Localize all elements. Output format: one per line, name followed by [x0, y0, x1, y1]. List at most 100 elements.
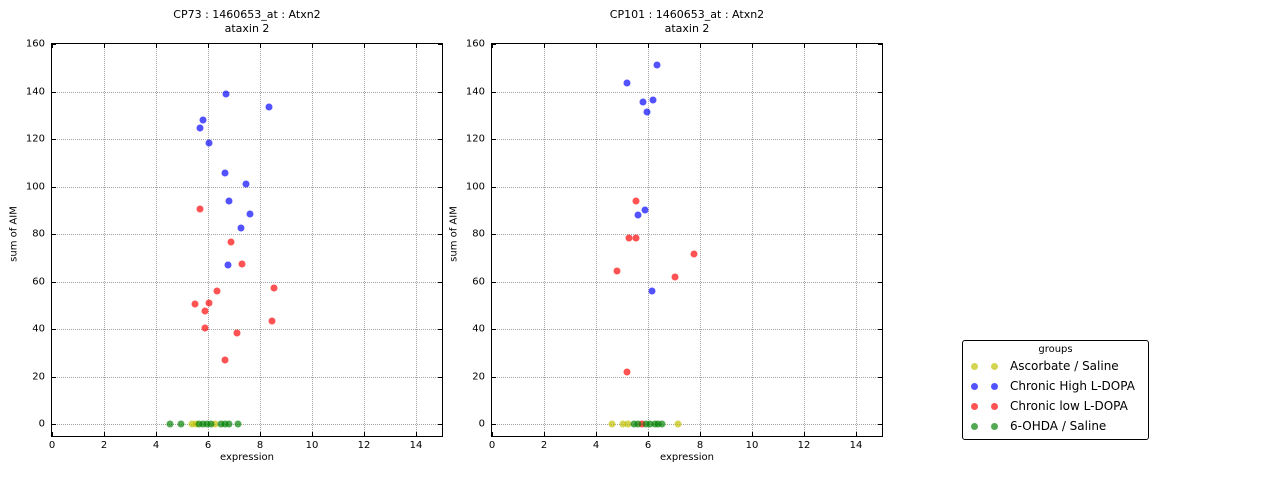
x-tick-mark [856, 432, 857, 436]
legend-entry: Chronic High L-DOPA [963, 376, 1148, 396]
x-tick-mark [364, 44, 365, 48]
plot2-title-line2: ataxin 2 [664, 22, 710, 35]
x-tick-label: 2 [100, 440, 108, 451]
y-tick-mark [492, 91, 496, 93]
x-tick-mark [260, 432, 261, 436]
gridline-vertical [156, 44, 157, 434]
y-tick-mark [878, 186, 882, 188]
data-point [653, 61, 661, 69]
x-tick-mark [752, 432, 753, 436]
plot1-y-axis-label: sum of AIM [8, 206, 20, 262]
legend-entry-label: 6-OHDA / Saline [1010, 419, 1107, 433]
data-point [166, 420, 174, 428]
data-point [641, 206, 649, 214]
x-tick-mark [804, 432, 805, 436]
data-point [196, 205, 204, 213]
y-tick-mark [878, 281, 882, 283]
data-point [221, 169, 229, 177]
x-tick-mark [104, 432, 105, 436]
gridline-horizontal [52, 234, 440, 236]
y-tick-label: 40 [32, 323, 45, 335]
gridline-vertical [260, 44, 261, 434]
data-point [658, 420, 666, 428]
y-tick-label: 100 [25, 181, 45, 193]
data-point [221, 420, 229, 428]
data-point [619, 420, 627, 428]
gridline-vertical [104, 44, 105, 434]
legend-entry-label: Chronic High L-DOPA [1010, 379, 1135, 393]
data-point [674, 420, 682, 428]
y-tick-mark [492, 281, 496, 283]
gridline-vertical [648, 44, 649, 434]
gridline-vertical [700, 44, 701, 434]
data-point [233, 329, 241, 337]
y-tick-mark [878, 424, 882, 426]
x-tick-mark [596, 432, 597, 436]
x-tick-label: 12 [797, 440, 811, 451]
x-tick-mark [856, 44, 857, 48]
x-tick-mark [208, 432, 209, 436]
data-point [211, 420, 218, 428]
gridline-vertical [804, 44, 805, 434]
y-tick-mark [52, 281, 56, 283]
gridline-horizontal [52, 91, 440, 93]
plot2-y-axis-label: sum of AIM [448, 206, 460, 262]
x-tick-label: 12 [357, 440, 371, 451]
x-tick-mark [544, 432, 545, 436]
y-tick-mark [438, 424, 442, 426]
data-point [632, 234, 640, 242]
data-point [630, 420, 638, 428]
data-point [177, 420, 185, 428]
gridline-horizontal [52, 281, 440, 283]
legend-entry: Ascorbate / Saline [963, 356, 1148, 376]
y-tick-label: 40 [472, 323, 485, 335]
x-tick-mark [416, 432, 417, 436]
y-tick-label: 80 [472, 228, 485, 240]
x-tick-mark [492, 432, 493, 436]
plot2-title-line1: CP101 : 1460653_at : Atxn2 [609, 8, 765, 21]
x-tick-mark [492, 44, 493, 48]
legend-marker-dot [991, 382, 998, 390]
x-tick-label: 6 [204, 440, 212, 451]
data-point [642, 420, 650, 428]
gridline-vertical [856, 44, 857, 434]
x-tick-label: 14 [409, 440, 423, 451]
data-point [648, 287, 656, 295]
data-point [634, 420, 642, 428]
gridline-horizontal [492, 186, 880, 188]
gridline-horizontal [52, 376, 440, 378]
x-tick-mark [52, 44, 53, 48]
data-point [638, 420, 646, 428]
legend-marker-dot [971, 362, 978, 370]
y-tick-label: 60 [32, 276, 45, 288]
data-point [213, 287, 221, 295]
y-tick-label: 80 [32, 228, 45, 240]
data-point [625, 234, 632, 242]
data-point [205, 139, 213, 147]
x-tick-mark [156, 44, 157, 48]
x-tick-label: 8 [256, 440, 264, 451]
x-tick-mark [648, 432, 649, 436]
y-tick-label: 140 [465, 86, 485, 97]
data-point [268, 317, 276, 325]
data-point [188, 420, 196, 428]
y-tick-mark [492, 424, 496, 426]
gridline-horizontal [52, 139, 440, 141]
gridline-vertical [416, 44, 417, 434]
y-tick-mark [52, 186, 56, 188]
data-point [632, 197, 640, 205]
x-tick-mark [544, 44, 545, 48]
data-point [649, 96, 657, 104]
y-tick-label: 20 [472, 371, 485, 383]
y-tick-label: 0 [38, 418, 45, 430]
legend-marker-dot [971, 422, 978, 430]
y-tick-mark [52, 91, 56, 93]
y-tick-label: 160 [25, 38, 45, 50]
x-tick-mark [104, 44, 105, 48]
x-tick-mark [156, 432, 157, 436]
gridline-horizontal [492, 91, 880, 93]
x-tick-mark [208, 44, 209, 48]
data-point [196, 124, 204, 132]
x-tick-label: 14 [849, 440, 863, 451]
x-tick-label: 8 [696, 440, 704, 451]
